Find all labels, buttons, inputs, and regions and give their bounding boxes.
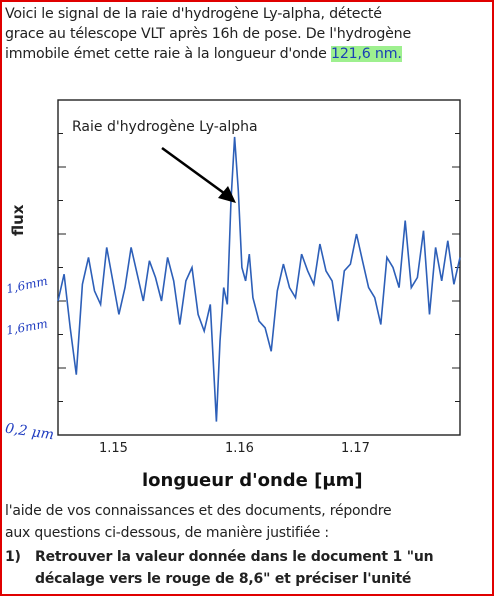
question-1-line-1: Retrouver la valeur donnée dans le docum… — [35, 549, 434, 565]
y-tick-marks — [58, 133, 460, 402]
intro-line-1: Voici le signal de la raie d'hydrogène L… — [5, 6, 382, 22]
plot-frame — [57, 99, 461, 436]
wavelength-highlight: 121,6 nm. — [331, 46, 402, 62]
x-axis-label-text: longueur d'onde [μm] — [142, 470, 363, 491]
flux-series-line — [57, 136, 461, 422]
intro-line-3: immobile émet cette raie à la longueur d… — [5, 44, 489, 64]
question-1-line-2: décalage vers le rouge de 8,6" et précis… — [35, 571, 412, 587]
instruction-line-1: l'aide de vos connaissances et des docum… — [5, 503, 392, 519]
question-1: 1) Retrouver la valeur donnée dans le doc… — [5, 546, 491, 590]
x-axis-label: longueur d'onde [μm] — [142, 470, 363, 491]
intro-line-2: grace au télescope VLT après 16h de pose… — [5, 26, 412, 42]
annotation-arrow — [161, 146, 229, 198]
intro-line-3-text: immobile émet cette raie à la longueur d… — [5, 46, 331, 62]
annotation-label: Raie d'hydrogène Ly-alpha — [72, 119, 258, 135]
x-tick-label-1.15: 1.15 — [99, 441, 128, 456]
question-text: l'aide de vos connaissances et des docum… — [5, 500, 491, 590]
x-tick-label-1.17: 1.17 — [341, 441, 370, 456]
y-axis-label: flux — [9, 204, 27, 236]
x-tick-label-1.16: 1.16 — [225, 441, 254, 456]
instruction-line-2: aux questions ci-dessous, de manière jus… — [5, 525, 329, 541]
question-1-number: 1) — [5, 549, 21, 565]
annotation-arrow-head — [218, 186, 236, 203]
intro-text: Voici le signal de la raie d'hydrogène L… — [5, 4, 489, 64]
